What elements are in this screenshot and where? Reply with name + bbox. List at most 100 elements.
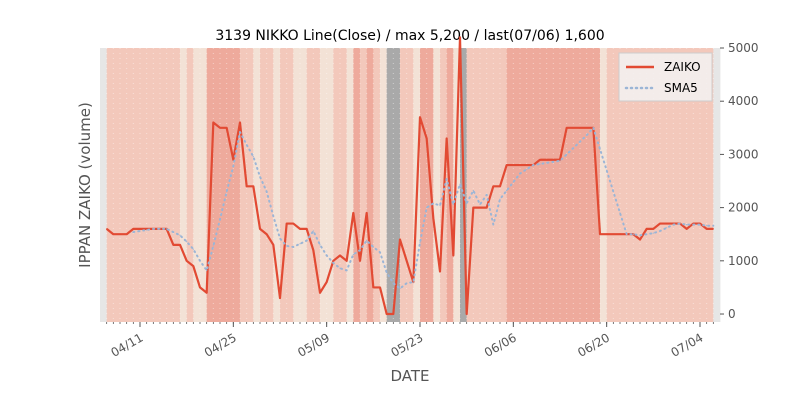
background-band-34: [506, 48, 601, 322]
background-band-35: [600, 48, 608, 322]
background-band-20: [366, 48, 374, 322]
data-point-zaiko: [132, 228, 134, 230]
data-point-sma5: [326, 254, 328, 257]
background-band-24: [400, 48, 414, 322]
data-point-zaiko: [586, 127, 588, 129]
background-band-4: [193, 48, 201, 322]
data-point-zaiko: [512, 164, 514, 166]
data-point-sma5: [359, 249, 361, 251]
data-point-sma5: [279, 237, 281, 240]
background-band-6: [206, 48, 241, 322]
series-line-sma5: [132, 126, 715, 290]
data-point-zaiko: [552, 159, 554, 161]
data-point-zaiko: [486, 207, 488, 209]
data-point-sma5: [692, 224, 694, 226]
y-tick-label: 1000: [728, 254, 759, 268]
data-point-zaiko: [666, 222, 668, 225]
x-tick-label: 06/06: [482, 330, 519, 359]
data-point-sma5: [519, 172, 521, 175]
y-tick-label: 5000: [728, 41, 759, 55]
series-line-zaiko: [105, 36, 714, 316]
data-point-sma5: [679, 222, 681, 225]
data-point-sma5: [552, 161, 554, 163]
data-point-sma5: [252, 155, 254, 158]
data-point-zaiko: [372, 286, 374, 289]
data-point-sma5: [166, 228, 168, 230]
data-point-sma5: [572, 147, 574, 149]
data-point-sma5: [672, 224, 674, 226]
data-point-zaiko: [612, 233, 614, 235]
data-point-sma5: [592, 127, 594, 129]
data-point-zaiko: [566, 127, 568, 129]
data-point-zaiko: [279, 297, 281, 299]
background-band-15: [326, 48, 334, 322]
data-point-zaiko: [479, 207, 481, 209]
data-point-zaiko: [446, 137, 448, 140]
data-point-zaiko: [246, 185, 248, 187]
data-point-sma5: [492, 224, 494, 226]
data-point-zaiko: [546, 159, 548, 161]
data-point-zaiko: [579, 127, 581, 129]
data-point-sma5: [559, 160, 561, 162]
data-point-zaiko: [212, 121, 214, 124]
background-band-22: [380, 48, 388, 322]
data-point-zaiko: [659, 222, 661, 225]
background-band-1: [106, 48, 181, 322]
data-point-sma5: [532, 164, 534, 166]
y-tick-label: 3000: [728, 147, 759, 161]
series-layer: [105, 36, 715, 316]
data-point-zaiko: [126, 233, 128, 235]
data-point-zaiko: [572, 127, 574, 129]
data-point-zaiko: [539, 159, 541, 161]
x-tick-label: 06/20: [575, 330, 612, 359]
data-point-zaiko: [306, 228, 308, 230]
data-point-sma5: [372, 246, 374, 248]
data-point-sma5: [486, 194, 488, 196]
background-band-19: [360, 48, 368, 322]
data-point-sma5: [306, 240, 308, 242]
legend-label-zaiko: ZAIKO: [664, 60, 701, 74]
data-point-zaiko: [186, 260, 188, 262]
data-point-zaiko: [332, 260, 334, 262]
background-band-16: [333, 48, 348, 322]
background-band-30: [453, 48, 461, 322]
y-axis-label: IPPAN ZAIKO (volume): [76, 102, 94, 268]
data-point-sma5: [586, 134, 588, 136]
y-axis: 0 1000 2000 3000 4000 5000: [720, 41, 759, 321]
data-point-sma5: [292, 246, 294, 248]
background-band-32: [466, 48, 474, 322]
data-point-sma5: [146, 229, 148, 231]
data-point-zaiko: [386, 313, 388, 315]
data-point-sma5: [612, 191, 614, 193]
data-point-zaiko: [119, 233, 121, 235]
data-point-sma5: [706, 225, 708, 227]
data-point-sma5: [619, 212, 621, 214]
data-point-sma5: [266, 191, 268, 193]
data-point-zaiko: [252, 185, 254, 187]
data-point-zaiko: [646, 228, 648, 230]
data-point-sma5: [212, 245, 214, 247]
background-band-26: [420, 48, 434, 322]
x-axis: 04/11 04/25 05/09 05/23 06/06 06/20 07/04: [106, 322, 714, 360]
data-point-zaiko: [139, 228, 141, 230]
data-point-sma5: [312, 230, 314, 232]
data-point-zaiko: [686, 228, 688, 230]
y-tick-label: 0: [728, 307, 736, 321]
data-point-sma5: [452, 203, 454, 206]
data-point-sma5: [419, 242, 421, 244]
data-point-zaiko: [292, 222, 294, 225]
data-point-zaiko: [219, 127, 221, 129]
data-point-zaiko: [319, 292, 321, 294]
data-point-zaiko: [619, 233, 621, 235]
data-point-sma5: [406, 282, 408, 284]
data-point-zaiko: [179, 244, 181, 246]
data-point-zaiko: [379, 286, 381, 289]
data-point-sma5: [506, 189, 508, 192]
data-point-zaiko: [426, 137, 428, 140]
data-point-zaiko: [192, 265, 194, 267]
data-point-zaiko: [206, 292, 208, 294]
data-point-zaiko: [112, 233, 114, 235]
background-band-0: [100, 48, 108, 322]
data-point-sma5: [666, 227, 668, 229]
data-point-zaiko: [599, 233, 601, 235]
